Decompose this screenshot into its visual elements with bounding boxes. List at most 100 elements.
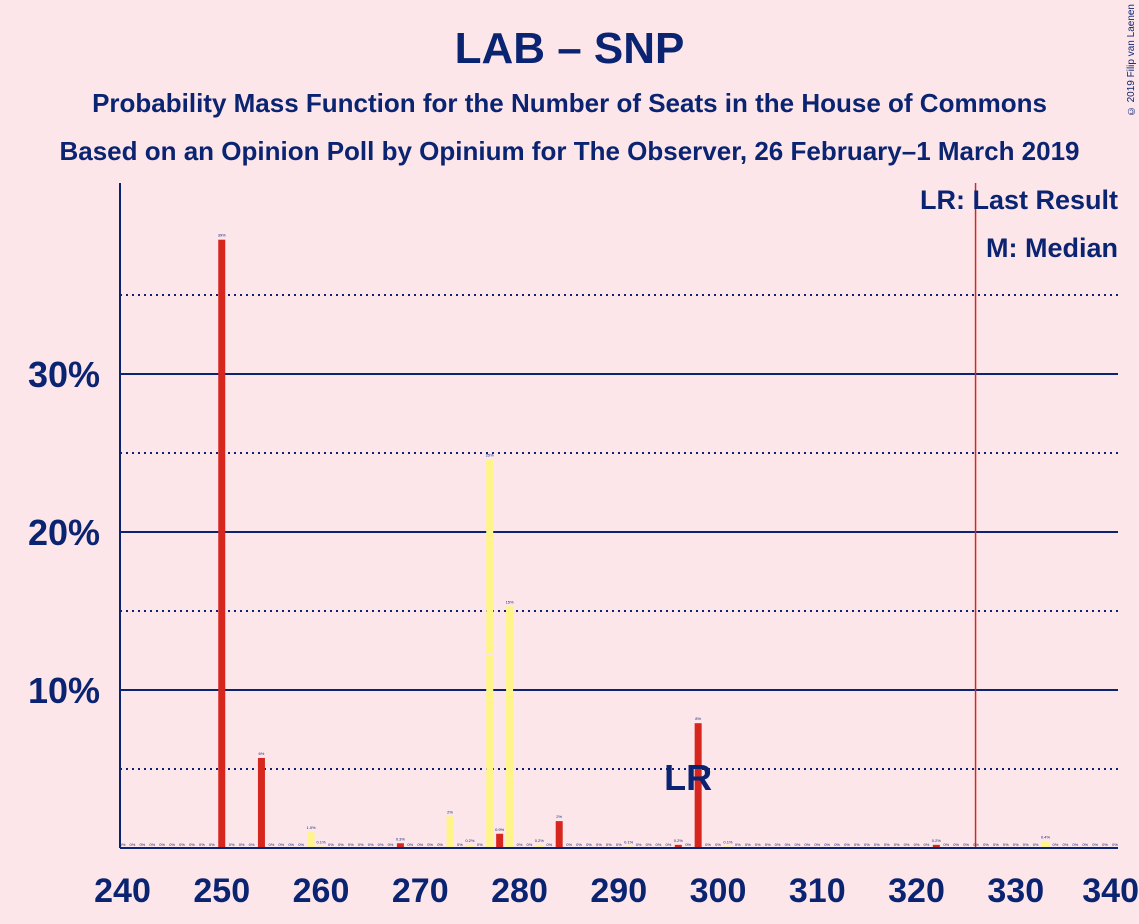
data-labels: 0% 0% 0% 0% 0% 0% 0% 0% 0% 0% 0% 0% 0% 0% 0% 0% 0% 0% 0% 0%… — [120, 233, 1119, 847]
data-label-269: 0% — [407, 842, 413, 847]
data-label-315: 0% — [864, 842, 870, 847]
data-label-279: 15% — [506, 599, 514, 604]
data-label-327: 0% — [983, 842, 989, 847]
data-label-310: 0% — [814, 842, 820, 847]
data-label-301: 0.1% — [723, 839, 733, 844]
data-label-293: 0% — [646, 842, 652, 847]
data-label-333: 0.4% — [1041, 835, 1051, 840]
chart-subtitle-1: Probability Mass Function for the Number… — [92, 88, 1047, 118]
bar-278 — [496, 833, 504, 848]
data-label-275: 0.2% — [465, 838, 475, 843]
x-tick-label-300: 300 — [690, 872, 747, 910]
data-label-300: 0% — [715, 842, 721, 847]
data-label-252: 0% — [239, 842, 245, 847]
data-label-323: 0% — [943, 842, 949, 847]
legend-last-result: LR: Last Result — [920, 185, 1118, 215]
y-tick-label-30: 30% — [28, 354, 100, 395]
data-label-330: 0% — [1013, 842, 1019, 847]
data-label-264: 0% — [358, 842, 364, 847]
data-label-255: 0% — [268, 842, 274, 847]
data-label-332: 0% — [1033, 842, 1039, 847]
bar-298 — [694, 723, 702, 848]
data-label-318: 0% — [894, 842, 900, 847]
data-label-309: 0% — [804, 842, 810, 847]
bar-322 — [932, 844, 940, 848]
bar-275 — [466, 844, 474, 848]
data-label-276: 0% — [477, 842, 483, 847]
data-label-254: 6% — [259, 751, 265, 756]
data-label-303: 0% — [745, 842, 751, 847]
data-label-320: 0% — [914, 842, 920, 847]
data-label-256: 0% — [278, 842, 284, 847]
data-label-302: 0% — [735, 842, 741, 847]
data-label-260: 0.1% — [316, 839, 326, 844]
data-label-274: 0% — [457, 842, 463, 847]
data-label-337: 0% — [1082, 842, 1088, 847]
bar-259 — [307, 832, 315, 848]
bar-282 — [535, 844, 543, 848]
x-tick-label-320: 320 — [888, 872, 945, 910]
data-label-261: 0% — [328, 842, 334, 847]
last-result-marker: LR — [664, 757, 712, 798]
data-label-243: 0% — [149, 842, 155, 847]
bar-333 — [1042, 841, 1050, 848]
bar-series — [218, 239, 1050, 848]
data-label-307: 0% — [785, 842, 791, 847]
x-tick-label-330: 330 — [987, 872, 1044, 910]
legend-median: M: Median — [986, 233, 1118, 263]
data-label-306: 0% — [775, 842, 781, 847]
data-label-247: 0% — [189, 842, 195, 847]
data-label-288: 0% — [596, 842, 602, 847]
data-label-266: 0% — [378, 842, 384, 847]
data-label-308: 0% — [795, 842, 801, 847]
data-label-316: 0% — [874, 842, 880, 847]
data-label-278: 0.9% — [495, 827, 505, 832]
bar-268 — [396, 843, 404, 848]
data-label-328: 0% — [993, 842, 999, 847]
data-label-267: 0% — [388, 842, 394, 847]
y-tick-label-10: 10% — [28, 670, 100, 711]
data-label-336: 0% — [1072, 842, 1078, 847]
data-label-289: 0% — [606, 842, 612, 847]
data-label-290: 0% — [616, 842, 622, 847]
data-label-286: 0% — [576, 842, 582, 847]
bar-273 — [446, 816, 454, 848]
data-label-321: 0% — [924, 842, 930, 847]
data-label-339: 0% — [1102, 842, 1108, 847]
data-label-250: 39% — [218, 233, 226, 238]
bar-284 — [555, 821, 563, 848]
data-label-265: 0% — [368, 842, 374, 847]
bar-250 — [218, 239, 226, 848]
data-label-282: 0.2% — [535, 838, 545, 843]
data-label-314: 0% — [854, 842, 860, 847]
data-label-277: 25% — [486, 452, 494, 457]
data-label-304: 0% — [755, 842, 761, 847]
data-label-258: 0% — [298, 842, 304, 847]
data-label-268: 0.3% — [396, 836, 406, 841]
data-label-246: 0% — [179, 842, 185, 847]
data-label-313: 0% — [844, 842, 850, 847]
x-tick-label-340: 340 — [1082, 872, 1139, 910]
data-label-325: 0% — [963, 842, 969, 847]
y-tick-label-20: 20% — [28, 512, 100, 553]
data-label-317: 0% — [884, 842, 890, 847]
data-label-287: 0% — [586, 842, 592, 847]
x-tick-label-280: 280 — [491, 872, 548, 910]
data-label-253: 0% — [249, 842, 255, 847]
data-label-249: 0% — [209, 842, 215, 847]
x-tick-label-260: 260 — [293, 872, 350, 910]
data-label-295: 0% — [665, 842, 671, 847]
data-label-326: 0% — [973, 842, 979, 847]
data-label-271: 0% — [427, 842, 433, 847]
data-label-244: 0% — [159, 842, 165, 847]
data-label-335: 0% — [1062, 842, 1068, 847]
data-label-251: 0% — [229, 842, 235, 847]
data-label-319: 0% — [904, 842, 910, 847]
data-label-324: 0% — [953, 842, 959, 847]
data-label-272: 0% — [437, 842, 443, 847]
data-label-262: 0% — [338, 842, 344, 847]
data-label-291: 0.1% — [624, 839, 634, 844]
data-label-329: 0% — [1003, 842, 1009, 847]
data-label-294: 0% — [656, 842, 662, 847]
data-label-311: 0% — [824, 842, 830, 847]
